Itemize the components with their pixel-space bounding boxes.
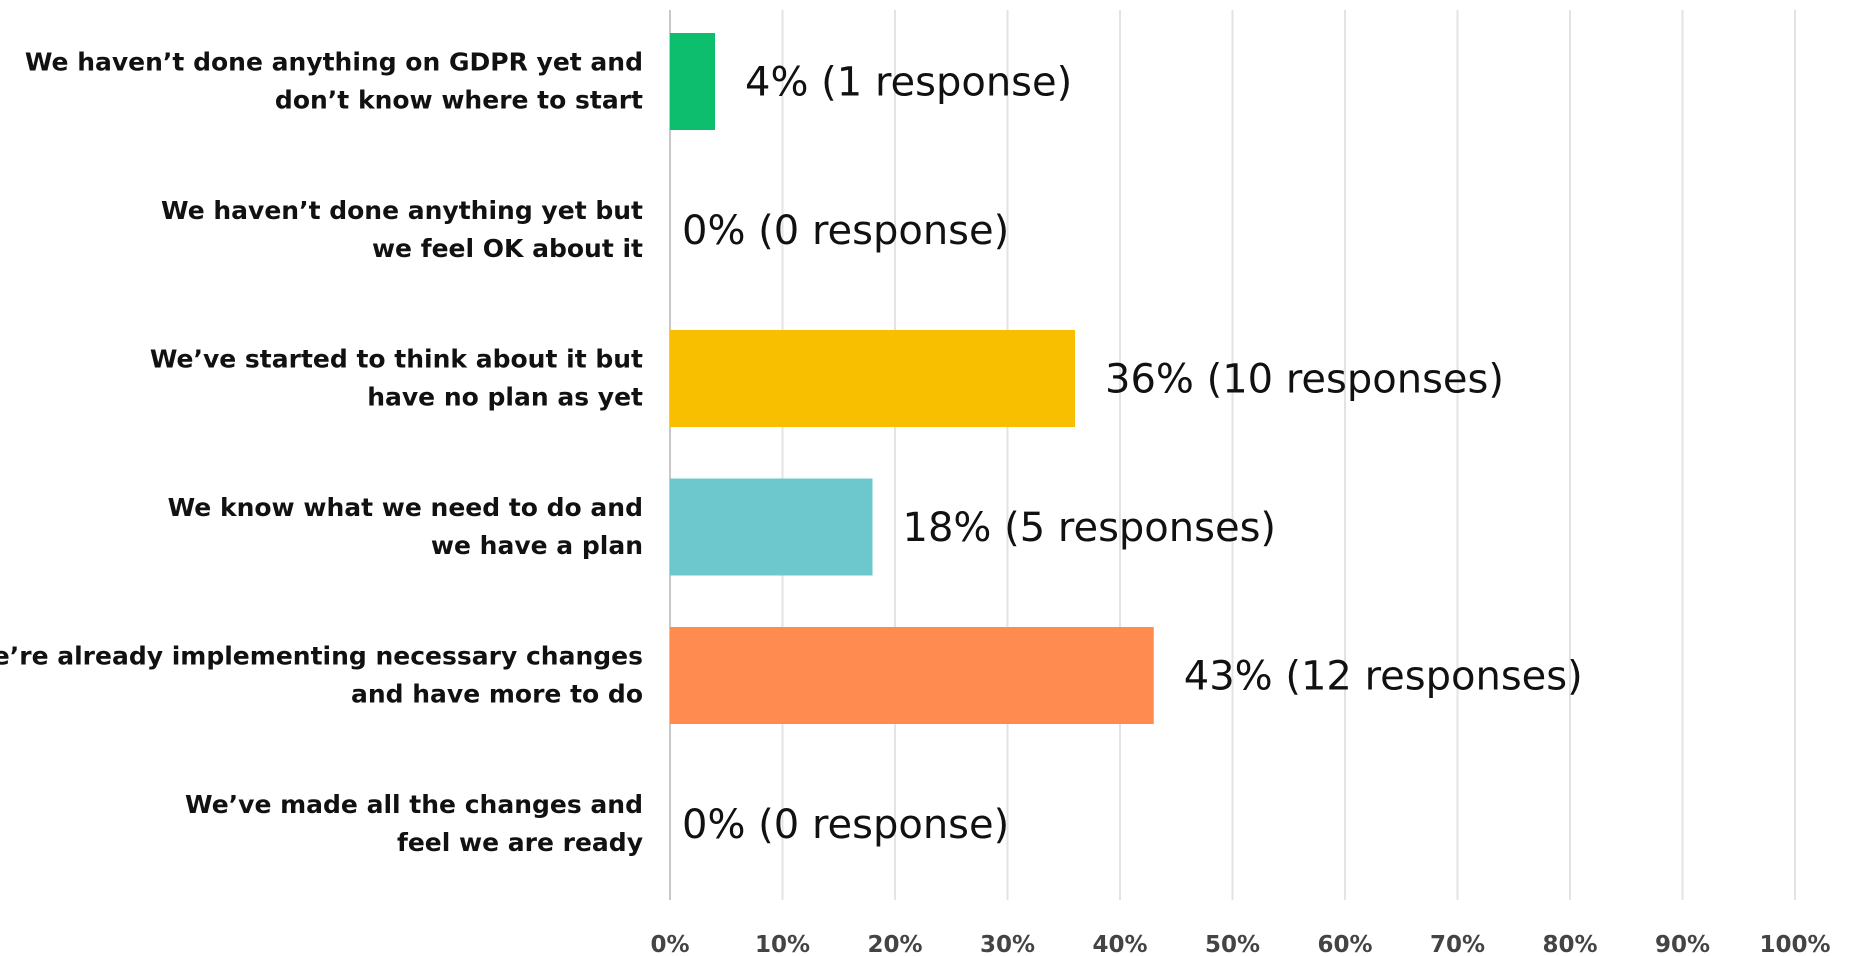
category-label-line: We know what we need to do and (168, 493, 643, 522)
data-label: 0% (0 response) (682, 802, 1009, 848)
bar (670, 627, 1154, 724)
category-label-line: We’ve started to think about it but (150, 345, 643, 374)
bar (670, 478, 873, 576)
category-label-line: We’re already implementing necessary cha… (0, 642, 643, 671)
x-tick-label: 90% (1655, 932, 1710, 956)
bar (670, 330, 1075, 427)
x-axis-ticks: 0% 10% 20% 30% 40% 50% 60% 70% 80% 90% 100% (650, 932, 1830, 956)
gridlines (669, 10, 1796, 900)
category-label-line: and have more to do (351, 680, 643, 709)
category-label-line: We haven’t done anything on GDPR yet and (25, 48, 643, 77)
data-label: 43% (12 responses) (1184, 654, 1583, 700)
x-tick-label: 40% (1092, 932, 1147, 956)
x-tick-label: 60% (1317, 932, 1372, 956)
x-tick-label: 50% (1205, 932, 1260, 956)
data-label: 18% (5 responses) (903, 505, 1277, 551)
x-tick-label: 70% (1430, 932, 1485, 956)
category-label-line: We haven’t done anything yet but (161, 196, 643, 225)
x-tick-label: 0% (650, 932, 689, 956)
category-label: We haven’t done anything yet but we feel … (161, 196, 643, 263)
x-tick-label: 10% (755, 932, 810, 956)
category-label-line: have no plan as yet (367, 383, 643, 412)
data-labels: 4% (1 response) 0% (0 response) 36% (10 re… (682, 60, 1583, 849)
category-label-line: We’ve made all the changes and (185, 790, 643, 819)
x-tick-label: 30% (980, 932, 1035, 956)
category-label-line: we feel OK about it (372, 234, 643, 263)
x-tick-label: 20% (867, 932, 922, 956)
data-label: 0% (0 response) (682, 208, 1009, 254)
category-label: We know what we need to do and we have a … (168, 493, 643, 560)
category-label: We’re already implementing necessary cha… (0, 642, 643, 709)
data-label: 36% (10 responses) (1105, 357, 1504, 403)
x-tick-label: 100% (1759, 932, 1830, 956)
category-labels: We haven’t done anything on GDPR yet and… (0, 48, 643, 858)
category-label-line: feel we are ready (397, 828, 643, 857)
category-label: We’ve made all the changes and feel we ar… (185, 790, 643, 857)
category-label-line: we have a plan (431, 531, 643, 560)
category-label: We haven’t done anything on GDPR yet and… (25, 48, 643, 115)
bars (670, 33, 1154, 724)
category-label-line: don’t know where to start (275, 86, 643, 115)
bar (670, 33, 715, 130)
data-label: 4% (1 response) (745, 60, 1072, 106)
category-label: We’ve started to think about it but have … (150, 345, 643, 412)
x-tick-label: 80% (1542, 932, 1597, 956)
